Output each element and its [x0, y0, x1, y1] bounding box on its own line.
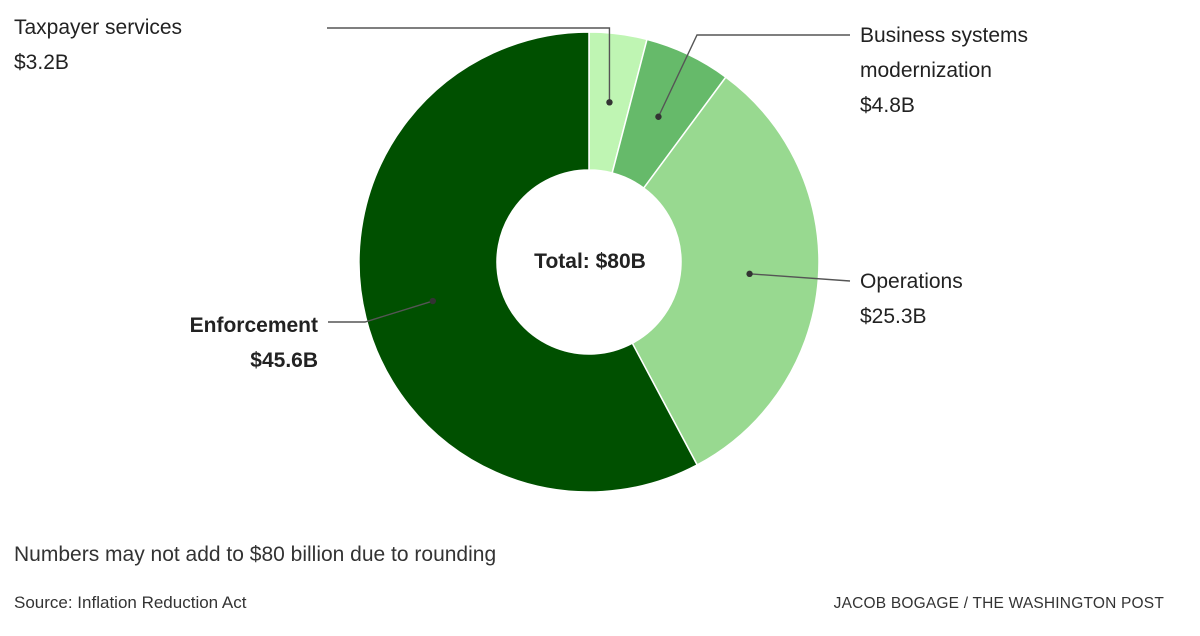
- enforcement-label: Enforcement $45.6B: [190, 308, 318, 378]
- leader-dot-business-systems-modernization: [655, 113, 662, 120]
- donut-center-total: Total: $80B: [534, 250, 646, 273]
- taxpayer-services-label: Taxpayer services $3.2B: [14, 10, 182, 80]
- leader-line-enforcement: [328, 300, 434, 323]
- leader-line-business-systems-modernization: [657, 34, 850, 118]
- leader-line-taxpayer-services: [327, 27, 611, 103]
- operations-value: $25.3B: [860, 305, 927, 328]
- taxpayer-services-value: $3.2B: [14, 51, 69, 74]
- leader-dot-enforcement: [429, 297, 437, 305]
- leader-dot-taxpayer-services: [606, 99, 613, 106]
- business-systems-name-line1: Business systems: [860, 24, 1029, 47]
- enforcement-name: Enforcement: [189, 314, 318, 337]
- operations-name: Operations: [860, 270, 963, 293]
- enforcement-value: $45.6B: [250, 349, 318, 372]
- operations-label: Operations $25.3B: [860, 264, 963, 334]
- donut-slice-enforcement: [358, 31, 699, 493]
- chart-footnote: Numbers may not add to $80 billion due t…: [14, 543, 497, 566]
- chart-credit: JACOB BOGAGE / THE WASHINGTON POST: [833, 595, 1164, 612]
- leader-dot-operations: [746, 270, 753, 278]
- leader-line-operations: [749, 273, 851, 282]
- chart-source: Source: Inflation Reduction Act: [14, 593, 247, 612]
- donut-slice-operations: [631, 76, 820, 466]
- business-systems-label: Business systems modernization $4.8B: [860, 18, 1028, 123]
- taxpayer-services-name: Taxpayer services: [14, 16, 183, 39]
- business-systems-name-line2: modernization: [860, 59, 992, 82]
- business-systems-value: $4.8B: [860, 94, 915, 117]
